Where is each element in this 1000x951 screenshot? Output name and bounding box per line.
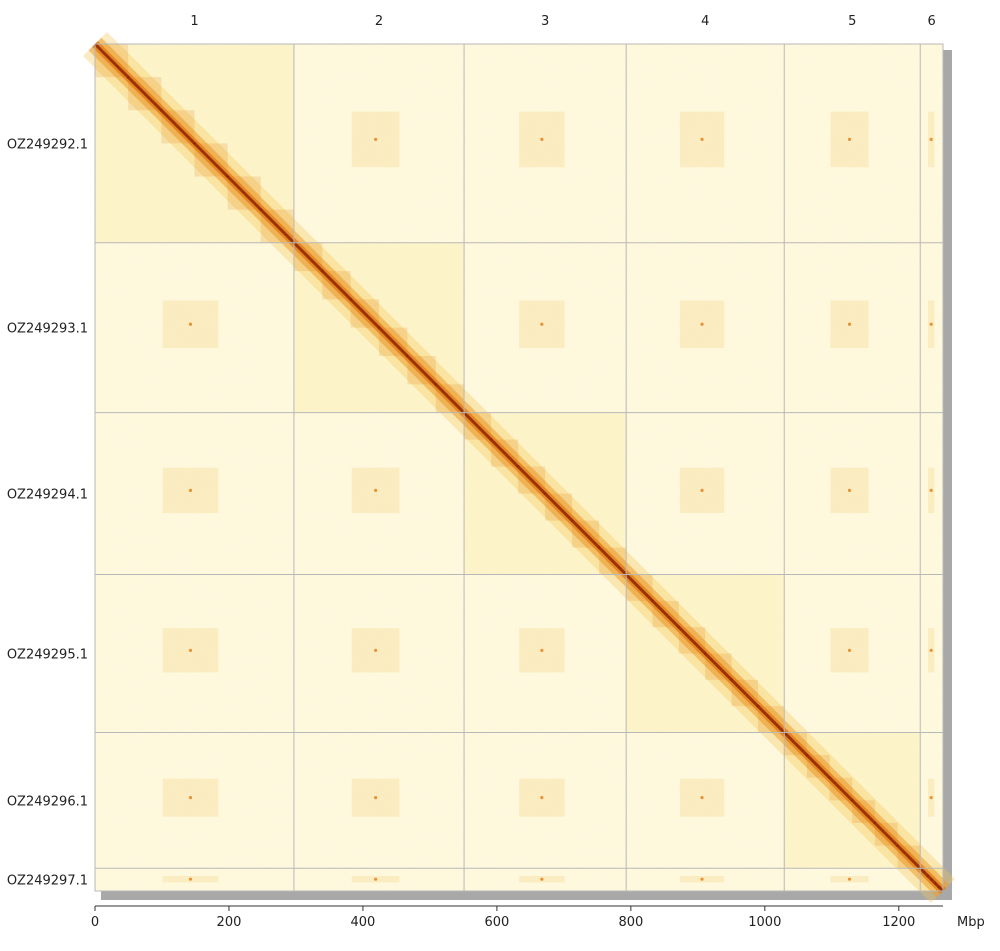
map-drop-shadow [101, 50, 952, 900]
x-tick-label: 1200 [882, 915, 915, 930]
contact-noise [95, 44, 943, 891]
left-chromosome-labels: OZ249292.1 OZ249293.1 OZ249294.1 OZ249295.1… [7, 137, 88, 888]
left-label-5: OZ249296.1 [7, 794, 88, 809]
left-label-1: OZ249292.1 [7, 137, 88, 152]
x-tick-label: 800 [618, 915, 643, 930]
left-label-6: OZ249297.1 [7, 874, 88, 889]
top-chromosome-labels: 1 2 3 4 5 6 [190, 14, 935, 29]
x-tick-label: 200 [217, 915, 242, 930]
top-label-2: 2 [375, 14, 383, 29]
map-border [94, 43, 944, 892]
x-axis-unit: Mbp [957, 915, 985, 930]
x-tick-label: 400 [351, 915, 376, 930]
left-label-2: OZ249293.1 [7, 322, 88, 337]
shadow-right [943, 50, 952, 897]
top-label-1: 1 [190, 14, 198, 29]
top-label-6: 6 [927, 14, 935, 29]
chromosome-boundaries [94, 43, 944, 892]
x-tick-label: 600 [484, 915, 509, 930]
left-label-3: OZ249294.1 [7, 488, 88, 503]
x-axis: 0 200 400 600 800 1000 1200 Mbp [91, 905, 985, 930]
top-label-4: 4 [701, 14, 709, 29]
shadow-bottom [101, 891, 952, 900]
top-label-3: 3 [541, 14, 549, 29]
x-tick-label: 1000 [748, 915, 781, 930]
left-label-4: OZ249295.1 [7, 647, 88, 662]
x-tick-label: 0 [91, 915, 99, 930]
top-label-5: 5 [848, 14, 856, 29]
